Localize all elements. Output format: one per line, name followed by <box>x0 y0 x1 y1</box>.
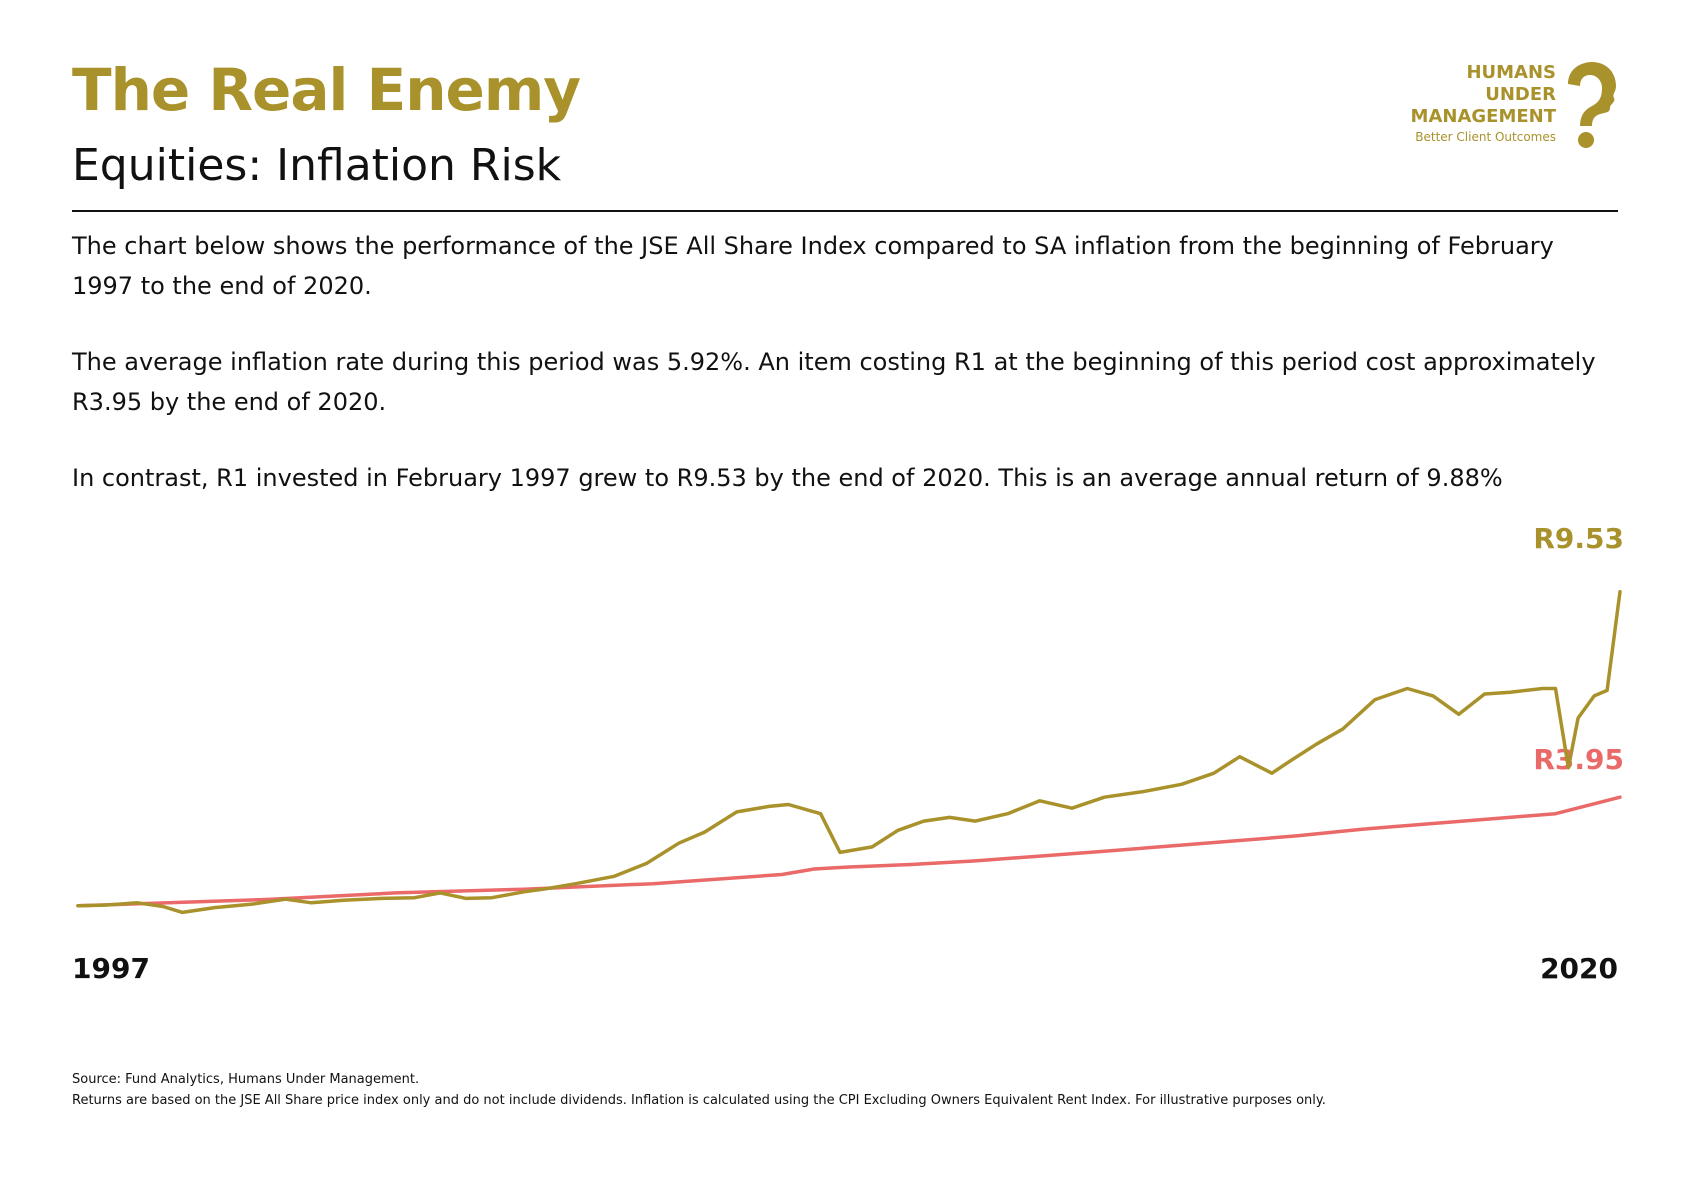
inflation-paragraph: The average inflation rate during this p… <box>72 348 1596 416</box>
x-axis-end-label: 2020 <box>1540 952 1618 985</box>
page-title: The Real Enemy <box>72 56 581 124</box>
performance-chart <box>76 589 1622 915</box>
x-axis-start-label: 1997 <box>72 952 150 985</box>
logo-line-under: UNDER <box>1485 84 1556 105</box>
logo-line-management: MANAGEMENT <box>1410 106 1556 127</box>
page-subtitle: Equities: Inflation Risk <box>72 140 562 191</box>
intro-paragraph: The chart below shows the performance of… <box>72 232 1554 300</box>
returns-paragraph: In contrast, R1 invested in February 199… <box>72 464 1503 492</box>
logo-line-humans: HUMANS <box>1466 62 1556 83</box>
question-head-icon <box>1568 62 1616 148</box>
disclaimer-footnote: Returns are based on the JSE All Share p… <box>72 1093 1326 1108</box>
logo-tagline: Better Client Outcomes <box>1415 130 1556 144</box>
equity-series-line <box>76 589 1622 915</box>
header-divider <box>72 210 1618 212</box>
inflation-end-label: R3.95 <box>1533 743 1624 776</box>
source-footnote: Source: Fund Analytics, Humans Under Man… <box>72 1072 420 1087</box>
equity-end-label: R9.53 <box>1533 522 1624 555</box>
brand-logo: HUMANS UNDER MANAGEMENT Better Client Ou… <box>1400 62 1630 162</box>
